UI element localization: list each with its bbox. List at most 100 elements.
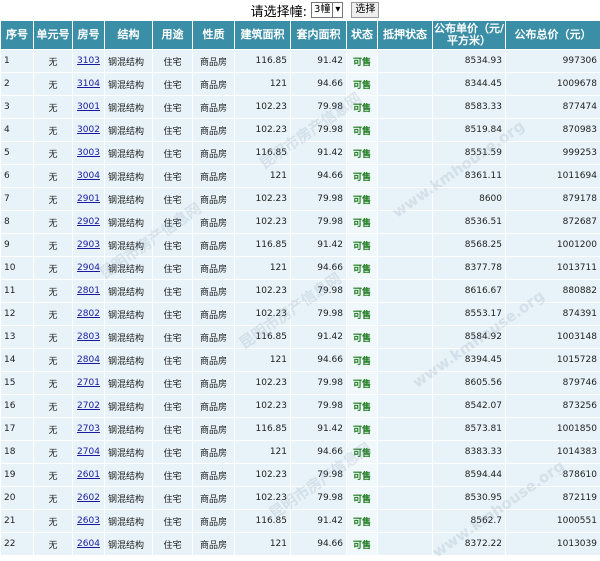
- room-cell[interactable]: 2904: [73, 257, 105, 280]
- unit-table: 序号单元号房号结构用途性质建筑面积套内面积状态抵押状态公布单价（元/平方米）公布…: [0, 20, 600, 556]
- status-cell: 可售: [347, 188, 378, 211]
- room-cell[interactable]: 2604: [73, 533, 105, 556]
- unit-cell: 无: [34, 280, 73, 303]
- unit-price-cell: 8377.78: [433, 257, 506, 280]
- status-cell: 可售: [347, 165, 378, 188]
- total-price-cell: 1000551: [506, 510, 600, 533]
- mortgage-cell: [378, 418, 433, 441]
- selector-label: 请选择幢:: [251, 1, 307, 20]
- unit-cell: 无: [34, 418, 73, 441]
- mortgage-cell: [378, 349, 433, 372]
- room-cell[interactable]: 2701: [73, 372, 105, 395]
- room-cell[interactable]: 2702: [73, 395, 105, 418]
- total-price-cell: 873256: [506, 395, 600, 418]
- room-cell[interactable]: 2802: [73, 303, 105, 326]
- room-cell[interactable]: 2804: [73, 349, 105, 372]
- use-cell: 住宅: [153, 73, 193, 96]
- column-header: 序号: [1, 21, 34, 50]
- nature-cell: 商品房: [193, 395, 235, 418]
- mortgage-cell: [378, 441, 433, 464]
- room-cell[interactable]: 3003: [73, 142, 105, 165]
- structure-cell: 钢混结构: [105, 50, 153, 73]
- status-cell: 可售: [347, 441, 378, 464]
- structure-cell: 钢混结构: [105, 464, 153, 487]
- status-cell: 可售: [347, 50, 378, 73]
- no-cell: 6: [1, 165, 34, 188]
- inner-area-cell: 91.42: [291, 50, 347, 73]
- no-cell: 8: [1, 211, 34, 234]
- total-price-cell: 879746: [506, 372, 600, 395]
- total-price-cell: 877474: [506, 96, 600, 119]
- inner-area-cell: 91.42: [291, 142, 347, 165]
- mortgage-cell: [378, 165, 433, 188]
- column-header: 公布总价（元）: [506, 21, 600, 50]
- nature-cell: 商品房: [193, 211, 235, 234]
- structure-cell: 钢混结构: [105, 395, 153, 418]
- room-cell[interactable]: 2704: [73, 441, 105, 464]
- inner-area-cell: 94.66: [291, 257, 347, 280]
- structure-cell: 钢混结构: [105, 257, 153, 280]
- column-header: 用途: [153, 21, 193, 50]
- area-cell: 116.85: [235, 418, 291, 441]
- area-cell: 121: [235, 349, 291, 372]
- area-cell: 102.23: [235, 395, 291, 418]
- room-cell[interactable]: 3002: [73, 119, 105, 142]
- area-cell: 116.85: [235, 510, 291, 533]
- room-cell[interactable]: 3103: [73, 50, 105, 73]
- status-cell: 可售: [347, 487, 378, 510]
- room-cell[interactable]: 2902: [73, 211, 105, 234]
- status-cell: 可售: [347, 211, 378, 234]
- structure-cell: 钢混结构: [105, 372, 153, 395]
- nature-cell: 商品房: [193, 280, 235, 303]
- structure-cell: 钢混结构: [105, 510, 153, 533]
- unit-price-cell: 8519.84: [433, 119, 506, 142]
- use-cell: 住宅: [153, 119, 193, 142]
- total-price-cell: 1001850: [506, 418, 600, 441]
- total-price-cell: 870983: [506, 119, 600, 142]
- total-price-cell: 1014383: [506, 441, 600, 464]
- nature-cell: 商品房: [193, 510, 235, 533]
- room-cell[interactable]: 3001: [73, 96, 105, 119]
- select-arrow[interactable]: ▾: [332, 2, 343, 18]
- structure-cell: 钢混结构: [105, 349, 153, 372]
- room-cell[interactable]: 2602: [73, 487, 105, 510]
- no-cell: 17: [1, 418, 34, 441]
- select-button[interactable]: 选择: [351, 2, 379, 18]
- mortgage-cell: [378, 533, 433, 556]
- total-price-cell: 879178: [506, 188, 600, 211]
- use-cell: 住宅: [153, 510, 193, 533]
- area-cell: 116.85: [235, 142, 291, 165]
- building-select[interactable]: 3幢: [311, 2, 333, 18]
- nature-cell: 商品房: [193, 303, 235, 326]
- room-cell[interactable]: 2601: [73, 464, 105, 487]
- room-cell[interactable]: 2903: [73, 234, 105, 257]
- room-cell[interactable]: 2703: [73, 418, 105, 441]
- room-cell[interactable]: 2603: [73, 510, 105, 533]
- mortgage-cell: [378, 372, 433, 395]
- room-cell[interactable]: 3104: [73, 73, 105, 96]
- mortgage-cell: [378, 142, 433, 165]
- total-price-cell: 1009678: [506, 73, 600, 96]
- column-header: 状态: [347, 21, 378, 50]
- room-cell[interactable]: 2901: [73, 188, 105, 211]
- room-cell[interactable]: 3004: [73, 165, 105, 188]
- mortgage-cell: [378, 395, 433, 418]
- structure-cell: 钢混结构: [105, 234, 153, 257]
- inner-area-cell: 91.42: [291, 510, 347, 533]
- inner-area-cell: 94.66: [291, 73, 347, 96]
- use-cell: 住宅: [153, 395, 193, 418]
- unit-cell: 无: [34, 303, 73, 326]
- no-cell: 15: [1, 372, 34, 395]
- room-cell[interactable]: 2801: [73, 280, 105, 303]
- room-cell[interactable]: 2803: [73, 326, 105, 349]
- mortgage-cell: [378, 119, 433, 142]
- mortgage-cell: [378, 280, 433, 303]
- total-price-cell: 1015728: [506, 349, 600, 372]
